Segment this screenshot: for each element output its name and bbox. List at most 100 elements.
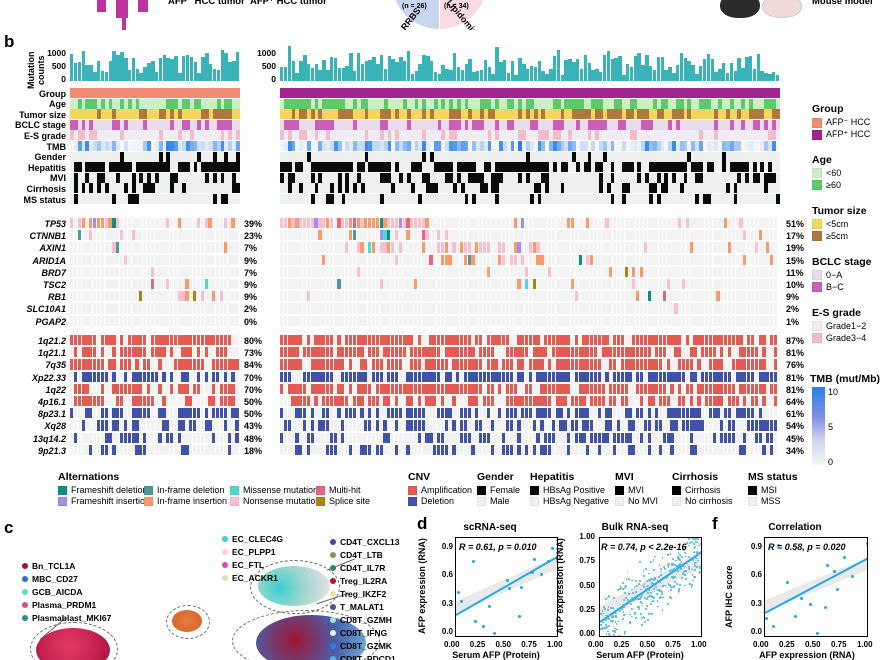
annotation-cell [764,194,769,204]
oncoplot-cell [601,315,605,326]
annotation-cell [610,130,615,141]
oncoplot-cell [100,315,104,326]
mutation-bar [189,57,194,81]
cnv-cell [498,371,502,382]
annotation-cell [158,141,163,151]
annotation-cell [491,194,496,204]
cnv-cell [306,383,311,394]
oncoplot-cell [620,218,624,229]
oncoplot-cell [628,315,632,326]
annotation-cell [208,130,213,141]
oncoplot-cell [77,230,81,241]
cnv-cell [521,335,525,346]
oncoplot-cell [685,291,690,302]
oncoplot-cell [185,291,189,302]
cnv-cell [70,396,74,407]
oncoplot-cell [754,230,758,241]
cnv-cell [70,432,74,443]
cnv-cell [563,359,567,370]
cnv-cell [169,420,174,431]
annotation-cell [403,172,407,183]
cnv-cell [459,359,464,370]
annotation-cell [725,141,730,151]
annotation-cell [77,162,82,173]
oncoplot-cell [727,254,732,265]
annotation-cell [664,141,669,151]
oncoplot-cell [444,242,448,253]
cnv-cell [490,371,494,382]
cnv-cell [655,383,659,394]
annotation-cell [522,162,526,173]
cnv-cell [356,347,360,358]
cnv-cell [754,383,758,394]
annotation-cell [212,119,217,130]
cnv-cell [708,383,712,394]
cnv-cell [329,335,333,346]
oncoplot-cell [89,266,93,277]
annotation-cell [495,109,500,120]
oncoplot-cell [108,230,112,241]
annotation-cell [360,151,365,162]
oncoplot-cell [227,254,231,265]
oncoplot-cell [743,230,747,241]
annotation-cell [579,109,584,120]
oncoplot-cell [475,315,479,326]
oncoplot-cell [509,230,513,241]
annotation-cell [664,194,669,204]
annotation-cell [303,151,307,162]
oncoplot-cell [216,303,220,314]
oncoplot-cell [391,218,395,229]
mutation-bar [383,68,388,81]
oncoplot-cell [601,218,605,229]
oncoplot-cell [509,218,513,229]
annotation-cell [368,162,373,173]
cnv-cell [482,383,487,394]
annotation-cell [502,98,507,109]
annotation-cell [310,172,315,183]
cnv-cell [112,444,116,455]
cnv-cell [750,347,755,358]
annotation-cell [124,162,128,173]
oncoplot-cell [93,315,97,326]
oncoplot-cell [735,266,739,277]
mutation-bar [606,51,611,81]
oncoplot-cell [341,291,345,302]
annotation-cell [178,194,182,204]
annotation-cell [649,172,653,183]
oncoplot-cell [459,230,464,241]
mutation-bar [70,54,74,81]
oncoplot-cell [482,315,487,326]
cnv-cell [158,432,162,443]
oncoplot-cell [96,315,101,326]
annotation-cell [283,162,288,173]
cnv-cell [77,371,81,382]
oncoplot-cell [689,242,693,253]
annotation-cell [529,172,534,183]
annotation-cell [379,130,384,141]
oncoplot-cell [394,254,399,265]
oncoplot-cell [231,303,235,314]
cnv-cell [398,396,402,407]
annotation-cell [710,119,715,130]
oncoplot-cell [578,291,582,302]
oncoplot-cell [158,254,162,265]
oncoplot-cell [735,218,739,229]
oncoplot-cell [766,218,770,229]
annotation-cell [599,172,603,183]
oncoplot-cell [693,218,697,229]
cnv-cell [143,359,147,370]
cnv-cell [81,359,85,370]
cnv-cell [490,396,494,407]
annotation-cell [679,98,684,109]
annotation-cell [73,141,78,151]
annotation-cell [629,141,634,151]
annotation-cell [403,130,407,141]
cnv-cell [231,347,235,358]
annotation-cell [698,183,703,194]
annotation-cell [306,162,311,173]
oncoplot-cell [348,242,353,253]
oncoplot-cell [681,279,686,290]
cnv-cell [325,396,330,407]
cnv-cell [417,396,422,407]
mutation-bar [552,55,557,81]
